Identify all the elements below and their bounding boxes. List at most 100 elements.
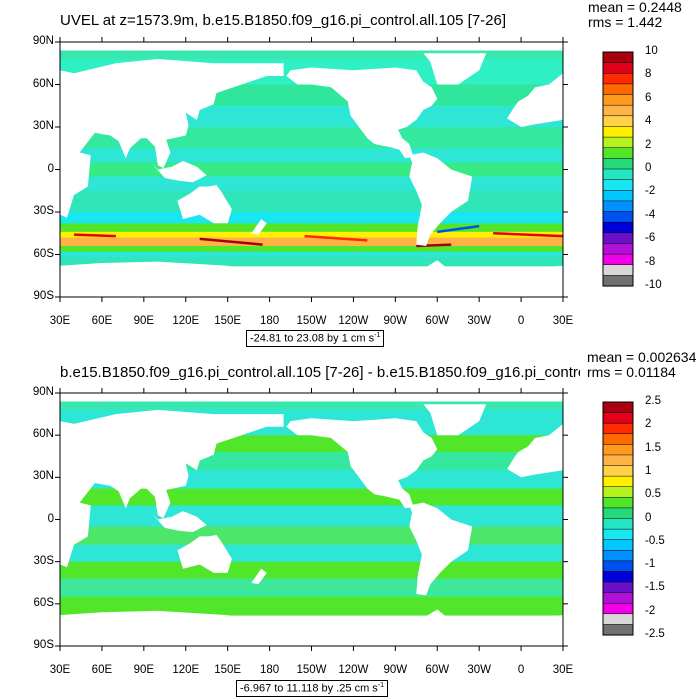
panel2-colorbar-label: 0 (645, 511, 652, 524)
panel2-colorbar-label: 2 (645, 418, 652, 431)
panel2-colorbar-swatch (602, 401, 634, 414)
panel1-ocean-band (60, 231, 563, 238)
panel1-ocean-band (60, 176, 563, 192)
panel2-lon-label: 30E (49, 664, 71, 676)
panel1-colorbar-label: -6 (645, 232, 656, 245)
panel1-colorbar-swatch (602, 211, 634, 223)
panel2-colorbar-swatch (602, 581, 634, 594)
panel2-lon-label: 180 (259, 664, 280, 676)
panel1-colorbar-label: 2 (645, 138, 652, 151)
panel2-colorbar-swatch (602, 592, 634, 604)
panel1-colorbar-label: -8 (645, 255, 656, 268)
panel1-lon-label: 150E (214, 315, 242, 327)
panel1-contour-range: -24.81 to 23.08 by 1 cm s-1 (246, 330, 385, 347)
panel1-colorbar-swatch (602, 158, 634, 170)
panel2-landmass (60, 393, 563, 402)
panel1-landmass (251, 219, 267, 235)
panel2-colorbar-label: -1 (645, 558, 656, 571)
panel2-colorbar-swatch (602, 454, 634, 467)
panel1-colorbar-swatch (602, 51, 634, 64)
panel1-colorbar-swatch (602, 104, 634, 117)
panel2-ocean-band (60, 488, 563, 506)
panel2-colorbar-swatch (602, 602, 634, 615)
panel2-ocean-band (60, 578, 563, 598)
panel2-lon-label: 90W (383, 664, 408, 676)
panel1-landmass (286, 67, 438, 159)
panel2-lat-label: 60S (33, 596, 54, 609)
panel1-lon-label: 150W (296, 315, 327, 327)
panel2-contour-range: -6.967 to 11.118 by .25 cm s-1 (236, 680, 389, 697)
panel2-landmass (423, 404, 487, 436)
panel1-lon-label: 0 (517, 315, 525, 327)
panel1-lat-label: 60N (32, 77, 54, 90)
panel1-lon-label: 60E (91, 315, 113, 327)
panel2-colorbar-swatch (602, 550, 634, 562)
panel1-landmass (409, 152, 473, 246)
panel1-colorbar-swatch (602, 83, 634, 96)
panel1-colorbar-swatch (602, 168, 634, 181)
panel1-ocean-band (60, 148, 563, 163)
panel2-colorbar-swatch (602, 571, 634, 583)
panel2-landmass (507, 423, 563, 478)
panel1-colorbar-label: 10 (645, 45, 658, 57)
panel2-ocean-band (60, 505, 563, 528)
panel1-colorbar-label: -10 (645, 279, 662, 291)
panel2-lon-label: 150E (214, 664, 242, 676)
panel1-colorbar-frame (602, 51, 634, 287)
panel1-colorbar-label: -4 (645, 208, 656, 221)
panel1-colorbar-swatch (602, 136, 634, 149)
panel1-lon-label: 30W (467, 315, 491, 327)
panel2-colorbar-swatch (602, 560, 634, 573)
panel1-colorbar-swatch (602, 190, 634, 202)
panel1-ocean-band (60, 162, 563, 178)
panel1-colorbar-label: 6 (645, 91, 652, 104)
panel1-colorbar-swatch (602, 147, 634, 159)
panel2-map (60, 393, 563, 646)
panel2-range-superscript: -1 (377, 682, 385, 689)
panel1-lat-label: 0 (47, 162, 54, 175)
panel2-colorbar-label: 0.5 (645, 488, 661, 501)
panel1-colorbar-swatch (602, 253, 634, 266)
panel2-colorbar-swatch (602, 422, 634, 435)
panel1-lat-label: 90S (33, 290, 54, 302)
panel1-rms: rms = 1.442 (588, 14, 663, 30)
panel1-lon-label: 30E (552, 315, 574, 327)
panel1-lon-label: 180 (259, 315, 280, 327)
panel1-ocean-band (60, 237, 563, 247)
panel1-colorbar-swatch (602, 115, 634, 128)
panel1-title: UVEL at z=1573.9m, b.e15.B1850.f09_g16.p… (60, 12, 507, 29)
panel1-lat-label: 30S (33, 205, 54, 217)
panel2-colorbar-swatch (602, 539, 634, 551)
panel1-colorbar-swatch (602, 275, 634, 287)
panel2-colorbar-label: -2.5 (645, 628, 665, 640)
panel2-landmass (60, 609, 563, 646)
panel2-lat-label: 90S (33, 639, 54, 651)
panel1-lon-label: 90E (133, 315, 155, 327)
panel1-ocean-band (60, 223, 563, 233)
panel1-landmass (60, 59, 284, 218)
panel2-colorbar-label: 1.5 (645, 441, 661, 454)
panel2-colorbar-swatch (602, 497, 634, 509)
panel1-range-text: -24.81 to 23.08 by 1 cm s (250, 332, 375, 345)
panel1-range-superscript: -1 (374, 332, 381, 339)
panel2-landmass (251, 568, 267, 585)
panel2-landmass (150, 511, 207, 533)
panel1-landmass (507, 73, 563, 127)
panel1-lon-label: 90W (383, 315, 408, 327)
panel2-colorbar-label: 2.5 (645, 395, 661, 407)
panel2-lon-label: 90E (133, 664, 155, 676)
panel2-colorbar-label: -0.5 (645, 534, 665, 547)
panel2-lon-label: 120E (172, 664, 200, 676)
panel1-colorbar-swatch (602, 221, 634, 234)
panel1-landmass (60, 42, 563, 51)
panel2-colorbar-swatch (602, 444, 634, 456)
panel2-colorbar-swatch (602, 613, 634, 625)
panel1-current-streak (73, 233, 116, 238)
panel2-lat-label: 30S (33, 554, 54, 567)
panel1-ocean-band (60, 50, 563, 60)
panel2-lat-label: 30N (32, 470, 54, 483)
panel1-colorbar-label: 0 (645, 162, 652, 174)
panel2-colorbar-swatch (602, 528, 634, 541)
panel2-lat-label: 0 (47, 512, 54, 525)
panel1-landmass (60, 260, 563, 297)
